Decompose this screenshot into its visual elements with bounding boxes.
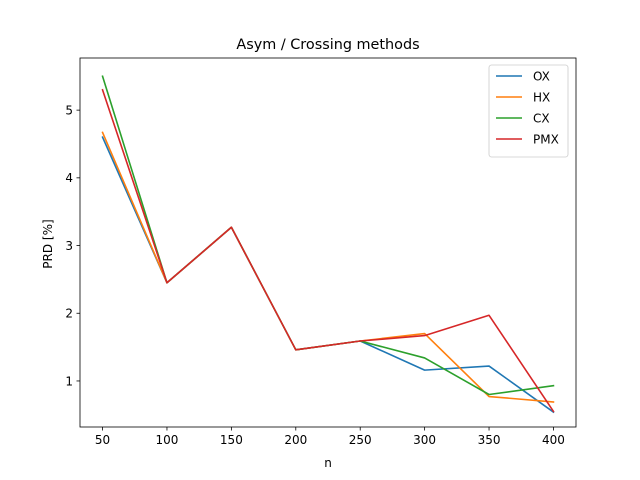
legend-label-cx: CX <box>533 111 550 125</box>
legend: OX HX CX PMX <box>488 64 569 158</box>
y-axis: 1 2 3 4 5 <box>65 103 80 388</box>
x-tick-label: 400 <box>542 433 565 447</box>
legend-label-hx: HX <box>533 90 550 104</box>
y-tick-label: 4 <box>65 171 73 185</box>
x-tick-label: 150 <box>220 433 243 447</box>
x-tick-label: 200 <box>284 433 307 447</box>
series-line-cx <box>101 75 555 396</box>
series-layer <box>101 75 555 414</box>
x-axis-label: n <box>324 456 332 470</box>
legend-label-pmx: PMX <box>533 132 559 146</box>
plot-frame <box>79 57 577 428</box>
x-tick-label: 300 <box>413 433 436 447</box>
y-tick-label: 2 <box>65 307 73 321</box>
chart-title: Asym / Crossing methods <box>236 37 419 53</box>
x-tick-label: 50 <box>95 433 110 447</box>
x-axis: 50 100 150 200 250 300 350 400 <box>95 427 565 447</box>
x-tick-label: 350 <box>478 433 501 447</box>
y-axis-label: PRD [%] <box>41 219 55 268</box>
x-tick-label: 100 <box>156 433 179 447</box>
series-line-hx <box>101 131 555 403</box>
y-tick-label: 1 <box>65 374 73 388</box>
series-line-pmx <box>101 88 555 413</box>
series-line-ox <box>101 136 555 414</box>
y-tick-label: 5 <box>65 103 73 117</box>
legend-label-ox: OX <box>533 69 550 83</box>
legend-box <box>488 64 569 158</box>
y-tick-label: 3 <box>65 239 73 253</box>
x-tick-label: 250 <box>349 433 372 447</box>
